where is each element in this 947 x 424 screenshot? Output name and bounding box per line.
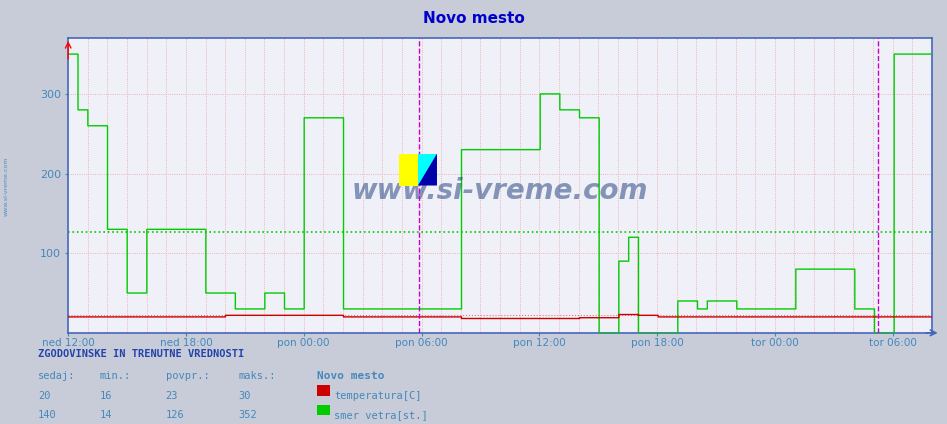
Text: Novo mesto: Novo mesto — [422, 11, 525, 25]
Text: min.:: min.: — [99, 371, 131, 381]
Text: www.si-vreme.com: www.si-vreme.com — [351, 177, 649, 205]
Text: 140: 140 — [38, 410, 57, 420]
Text: temperatura[C]: temperatura[C] — [334, 391, 421, 401]
Text: 16: 16 — [99, 391, 112, 401]
Text: povpr.:: povpr.: — [166, 371, 209, 381]
Text: Novo mesto: Novo mesto — [317, 371, 384, 381]
Text: ZGODOVINSKE IN TRENUTNE VREDNOSTI: ZGODOVINSKE IN TRENUTNE VREDNOSTI — [38, 349, 244, 359]
Text: 20: 20 — [38, 391, 50, 401]
Text: 14: 14 — [99, 410, 112, 420]
Polygon shape — [418, 153, 437, 186]
Text: maks.:: maks.: — [239, 371, 277, 381]
Text: 126: 126 — [166, 410, 185, 420]
Text: smer vetra[st.]: smer vetra[st.] — [334, 410, 428, 420]
Polygon shape — [418, 153, 437, 186]
Text: 352: 352 — [239, 410, 258, 420]
Text: www.si-vreme.com: www.si-vreme.com — [4, 157, 9, 216]
Text: 23: 23 — [166, 391, 178, 401]
Text: sedaj:: sedaj: — [38, 371, 76, 381]
Text: 30: 30 — [239, 391, 251, 401]
Polygon shape — [399, 153, 418, 186]
